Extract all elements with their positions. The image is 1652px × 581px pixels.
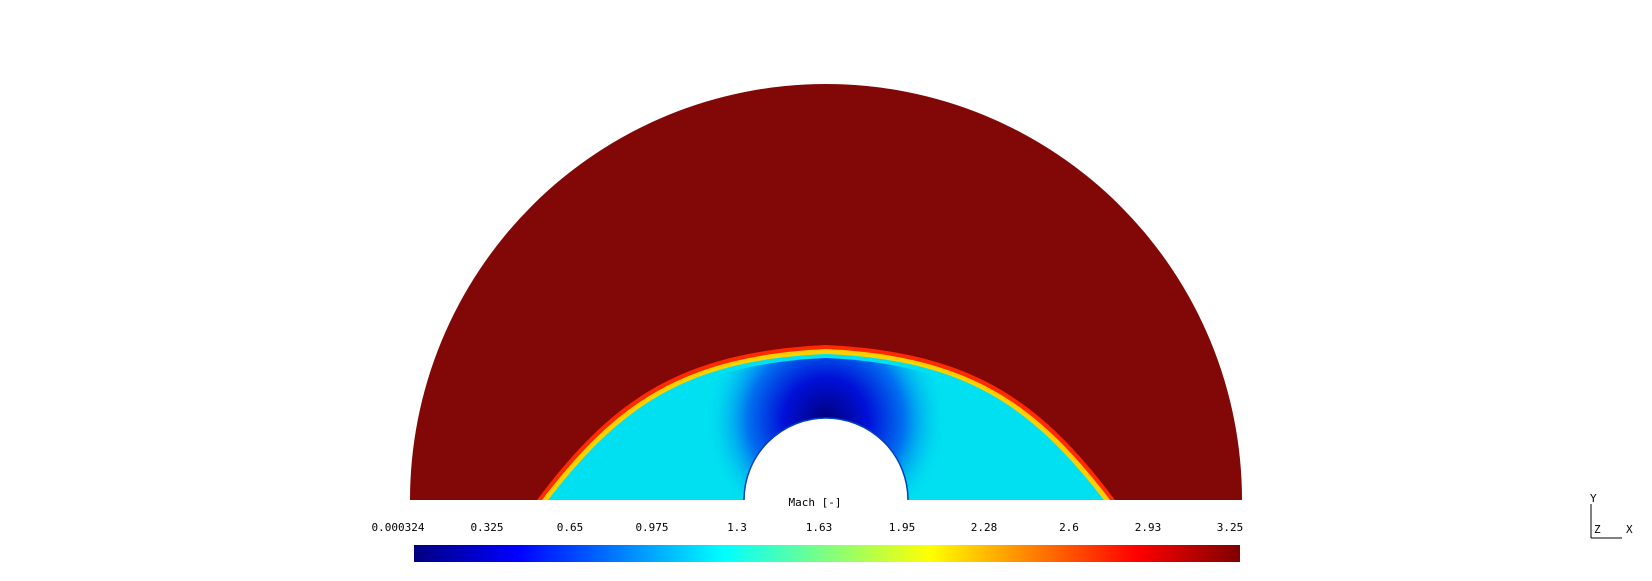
tick-label: 1.63 <box>805 521 833 534</box>
tick-label: 1.95 <box>888 521 916 534</box>
scalar-bar-title: Mach [-] <box>788 496 842 509</box>
tick-label: 2.93 <box>1134 521 1162 534</box>
cylinder-body <box>744 418 908 500</box>
tick-label: 0.000324 <box>371 521 425 534</box>
tick-label: 2.6 <box>1059 521 1079 534</box>
freestream-region <box>410 84 1242 500</box>
axis-x-label: X <box>1626 523 1633 536</box>
orientation-axes: Y Z X <box>1590 492 1640 542</box>
tick-label: 2.28 <box>970 521 998 534</box>
tick-label: 0.65 <box>556 521 584 534</box>
axis-y-label: Y <box>1590 492 1597 505</box>
tick-label: 0.975 <box>635 521 669 534</box>
tick-label: 0.325 <box>470 521 504 534</box>
axes-triad-icon <box>1590 504 1622 539</box>
tick-label: 1.3 <box>727 521 747 534</box>
scalar-colorbar <box>414 545 1240 562</box>
cylinder-wall <box>743 417 909 501</box>
tick-label: 3.25 <box>1216 521 1244 534</box>
axis-z-label: Z <box>1594 523 1601 536</box>
